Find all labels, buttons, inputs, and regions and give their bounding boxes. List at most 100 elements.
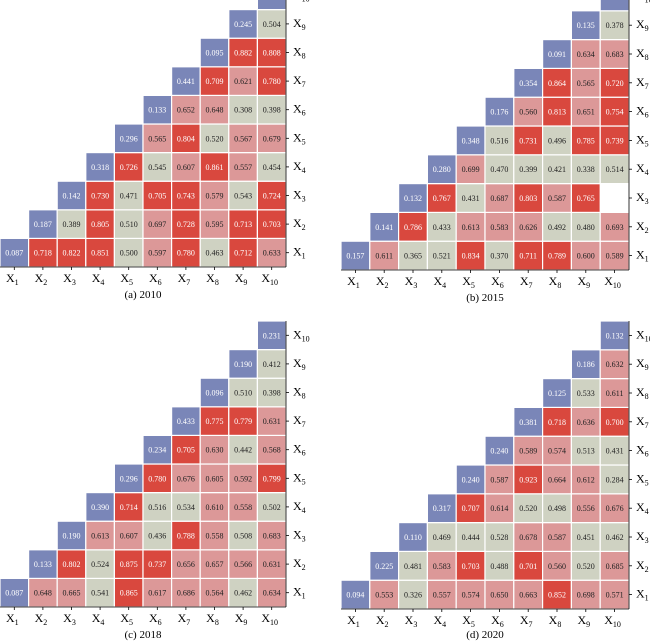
cell-value-label: 0.557 xyxy=(433,591,451,600)
heatmap-cell xyxy=(256,8,287,39)
cell-value-label: 0.560 xyxy=(519,108,537,117)
heatmap-cell xyxy=(541,550,572,581)
cell-value-label: 0.754 xyxy=(606,108,624,117)
cell-value-label: 0.808 xyxy=(263,49,281,58)
panel-4-x-label-6: X6 xyxy=(491,613,504,629)
panel-1-x-label-10: X10 xyxy=(261,271,278,287)
cell-value-label: 0.822 xyxy=(63,249,81,258)
heatmap-cell xyxy=(256,0,287,11)
heatmap-cell xyxy=(455,154,486,185)
heatmap-cell xyxy=(570,435,601,466)
panel-1-y-label-9: X9 xyxy=(293,16,306,32)
cell-value-label: 0.240 xyxy=(462,475,480,484)
heatmap-cell xyxy=(171,152,201,182)
cell-value-label: 0.610 xyxy=(206,503,224,512)
cell-value-label: 0.190 xyxy=(63,532,81,541)
panel-3-y-label-3: X3 xyxy=(293,528,306,544)
panel-1-x-label-5: X5 xyxy=(120,271,133,287)
heatmap-cell xyxy=(113,209,144,240)
cell-value-label: 0.813 xyxy=(548,108,566,117)
cell-value-label: 0.481 xyxy=(404,562,422,571)
panel-2-y-label-1: X1 xyxy=(636,248,649,264)
cell-value-label: 0.187 xyxy=(34,220,52,229)
panel-1-y-label-2: X2 xyxy=(293,216,306,232)
heatmap-cell xyxy=(599,0,630,12)
heatmap-cell xyxy=(171,406,201,436)
cell-value-label: 0.135 xyxy=(577,21,595,30)
heatmap-cell xyxy=(256,94,287,125)
cell-value-label: 0.765 xyxy=(577,194,595,203)
heatmap-cell xyxy=(256,434,287,465)
panel-4-x-label-10: X10 xyxy=(604,613,621,629)
panel-4-y-label-6: X6 xyxy=(636,443,649,459)
panel-1-y-label-7: X7 xyxy=(293,73,306,89)
cell-value-label: 0.096 xyxy=(206,389,224,398)
cell-value-label: 0.579 xyxy=(206,192,224,201)
cell-value-label: 0.510 xyxy=(120,220,138,229)
heatmap-cell xyxy=(398,183,429,214)
panel-3-y-label-5: X5 xyxy=(293,470,306,486)
cell-value-label: 0.087 xyxy=(5,589,23,598)
heatmap-cell xyxy=(228,37,259,68)
heatmap-cell xyxy=(513,67,544,98)
cell-value-label: 0.133 xyxy=(34,560,52,569)
cell-value-label: 0.607 xyxy=(120,532,138,541)
heatmap-cell xyxy=(171,66,201,97)
panel-2-x-label-5: X5 xyxy=(462,274,475,290)
panel-4-y-label-10: X10 xyxy=(636,327,650,343)
cell-value-label: 0.630 xyxy=(206,446,224,455)
panel-2-y-label-9: X9 xyxy=(636,17,649,33)
heatmap-cell xyxy=(455,211,486,242)
cell-value-label: 0.583 xyxy=(433,562,451,571)
cell-value-label: 0.633 xyxy=(263,249,281,258)
cell-value-label: 0.462 xyxy=(606,533,624,542)
cell-value-label: 0.683 xyxy=(263,532,281,541)
panel-1-y-label-10: X10 xyxy=(293,0,310,3)
panel-1-y-label-8: X8 xyxy=(293,45,306,61)
cell-value-label: 0.685 xyxy=(606,562,624,571)
cell-value-label: 0.703 xyxy=(263,220,281,229)
panel-2-x-label-1: X1 xyxy=(347,274,360,290)
cell-value-label: 0.565 xyxy=(577,79,595,88)
cell-value-label: 0.553 xyxy=(375,591,393,600)
heatmap-cell xyxy=(199,549,230,579)
heatmap-cell xyxy=(228,66,259,97)
cell-value-label: 0.617 xyxy=(148,589,166,598)
cell-value-label: 0.780 xyxy=(177,249,195,258)
cell-value-label: 0.508 xyxy=(234,532,252,541)
cell-value-label: 0.693 xyxy=(606,223,624,232)
panel-3-x-label-10: X10 xyxy=(261,611,278,627)
cell-value-label: 0.574 xyxy=(548,447,566,456)
cell-value-label: 0.786 xyxy=(404,223,422,232)
heatmap-cell xyxy=(199,180,230,211)
cell-value-label: 0.370 xyxy=(490,252,508,261)
heatmap-cell xyxy=(455,183,486,214)
cell-value-label: 0.431 xyxy=(462,194,480,203)
cell-value-label: 0.528 xyxy=(490,533,508,542)
cell-value-label: 0.441 xyxy=(177,77,195,86)
cell-value-label: 0.556 xyxy=(577,504,595,513)
heatmap-cell xyxy=(228,520,259,551)
cell-value-label: 0.785 xyxy=(577,136,595,145)
heatmap-cell xyxy=(142,549,173,579)
cell-value-label: 0.398 xyxy=(263,106,281,115)
heatmap-cell xyxy=(484,464,515,495)
cell-value-label: 0.804 xyxy=(177,134,195,143)
heatmap-cell xyxy=(199,492,230,522)
cell-value-label: 0.513 xyxy=(577,447,595,456)
heatmap-cell xyxy=(513,493,544,524)
cell-value-label: 0.648 xyxy=(206,106,224,115)
cell-value-label: 0.589 xyxy=(606,252,624,261)
heatmap-cell xyxy=(570,96,601,127)
cell-value-label: 0.595 xyxy=(206,220,224,229)
cell-value-label: 0.091 xyxy=(548,50,566,59)
cell-value-label: 0.780 xyxy=(263,77,281,86)
cell-value-label: 0.634 xyxy=(263,589,281,598)
cell-value-label: 0.864 xyxy=(548,79,566,88)
cell-value-label: 0.663 xyxy=(519,591,537,600)
heatmap-cell xyxy=(256,209,287,240)
cell-value-label: 0.731 xyxy=(519,136,537,145)
cell-value-label: 0.141 xyxy=(375,223,393,232)
cell-value-label: 0.767 xyxy=(433,194,451,203)
